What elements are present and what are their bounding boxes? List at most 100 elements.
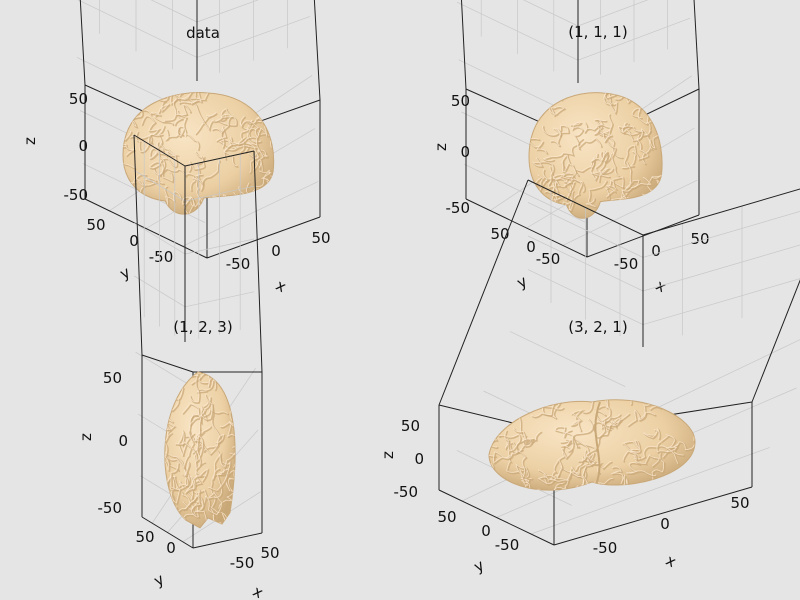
axis-edge <box>133 134 186 167</box>
sulcus <box>601 114 615 144</box>
gyrus-highlight <box>627 409 646 426</box>
sulcus <box>586 181 609 209</box>
panel-1-tick-labels: 50 0 -50 -50 0 50 50 0 -50 <box>64 90 331 273</box>
z-axis-label: z <box>379 451 397 459</box>
gyrus-highlight <box>164 430 194 469</box>
gyrus-highlight <box>219 420 236 448</box>
axis-edge <box>460 0 467 90</box>
sulcus <box>189 92 211 106</box>
sulcus <box>179 93 207 126</box>
gyrus-highlight <box>649 134 663 150</box>
gyrus-highlight <box>223 142 242 167</box>
panel-1: 50 0 -50 -50 0 50 50 0 -50 x y z data <box>21 0 331 296</box>
gyrus-highlight <box>123 161 135 192</box>
gyrus-highlight <box>538 469 557 485</box>
sulcus <box>675 470 695 491</box>
sulcus <box>661 399 680 411</box>
x-tick-label: -50 <box>230 554 255 572</box>
sulcus <box>187 372 207 376</box>
sulcus <box>493 449 524 466</box>
gyrus-highlight <box>149 141 164 159</box>
y-tick-label: -50 <box>149 248 174 266</box>
gyrus-highlight <box>164 372 173 408</box>
sulcus <box>499 430 522 453</box>
gyrus-highlight <box>601 113 613 143</box>
sulcus <box>203 116 234 136</box>
axis-edge <box>313 0 321 101</box>
axis-edge <box>184 150 255 167</box>
gyrus-highlight <box>525 488 547 491</box>
gyrus-highlight <box>148 157 168 172</box>
gyrus-highlight <box>209 196 223 215</box>
sulcus <box>164 417 172 450</box>
sulcus <box>249 128 271 145</box>
gyrus-highlight <box>258 166 274 186</box>
sulcus <box>586 425 612 475</box>
grid-line <box>642 278 800 325</box>
y-tick-label: -50 <box>495 536 520 554</box>
gyrus-highlight <box>148 133 165 184</box>
panel-3-axes-box <box>133 134 263 549</box>
y-tick-label: 0 <box>129 232 139 250</box>
axis-edge <box>751 279 800 403</box>
gyrus-highlight <box>239 119 258 149</box>
brain-surface <box>488 399 696 491</box>
gyrus-highlight <box>657 61 695 89</box>
gyrus-highlight <box>489 476 507 491</box>
gyrus-highlight <box>585 180 607 208</box>
sulcus <box>231 514 236 528</box>
y-axis-label: y <box>117 263 133 283</box>
y-tick-label: 50 <box>135 528 154 546</box>
brain-gyri <box>123 92 274 215</box>
sulcus <box>489 405 503 427</box>
gyrus-highlight <box>594 410 622 431</box>
gyrus-highlight <box>587 418 611 438</box>
gyrus-highlight <box>153 100 173 125</box>
grid-line <box>133 169 186 202</box>
sulcus <box>612 484 627 491</box>
gyrus-highlight <box>655 176 663 212</box>
gyrus-highlight <box>184 468 208 494</box>
sulcus <box>599 489 611 491</box>
gyrus-highlight <box>193 427 224 455</box>
x-tick-label: 50 <box>730 494 749 512</box>
gyrus-highlight <box>230 514 236 528</box>
gyrus-highlight <box>202 115 233 134</box>
sulcus <box>123 162 137 194</box>
sulcus <box>606 177 626 199</box>
gyrus-highlight <box>164 432 172 471</box>
gyrus-highlight <box>554 466 579 491</box>
axis-edge <box>79 0 86 86</box>
x-tick-label: 0 <box>651 242 661 260</box>
sulcus <box>622 92 645 98</box>
sulcus <box>245 146 261 175</box>
sulcus <box>489 463 495 491</box>
gyrus-highlight <box>542 144 576 161</box>
gyrus-highlight <box>205 472 227 502</box>
y-tick-label: -50 <box>536 250 561 268</box>
gyrus-highlight <box>159 142 178 167</box>
axis-edge <box>141 516 194 549</box>
gyrus-highlight <box>194 112 217 134</box>
gyrus-highlight <box>244 145 260 173</box>
gyrus-highlight <box>622 439 641 453</box>
sulcus <box>629 451 661 468</box>
x-axis-label: x <box>663 551 679 571</box>
grid-line <box>184 185 255 202</box>
axis-edge <box>133 134 143 356</box>
gyrus-highlight <box>189 396 211 426</box>
z-tick-label: 50 <box>69 90 88 108</box>
sulcus <box>583 399 596 415</box>
sulcus <box>154 101 175 127</box>
gyrus-highlight <box>582 399 594 413</box>
sulcus <box>623 126 651 162</box>
z-tick-label: -50 <box>64 186 89 204</box>
gyrus-highlight <box>601 413 630 427</box>
sulcus <box>190 397 213 428</box>
sulcus <box>219 491 236 511</box>
sulcus <box>195 113 218 136</box>
sulcus <box>532 399 558 419</box>
sulcus <box>555 427 579 449</box>
z-tick-label: -50 <box>98 499 123 517</box>
